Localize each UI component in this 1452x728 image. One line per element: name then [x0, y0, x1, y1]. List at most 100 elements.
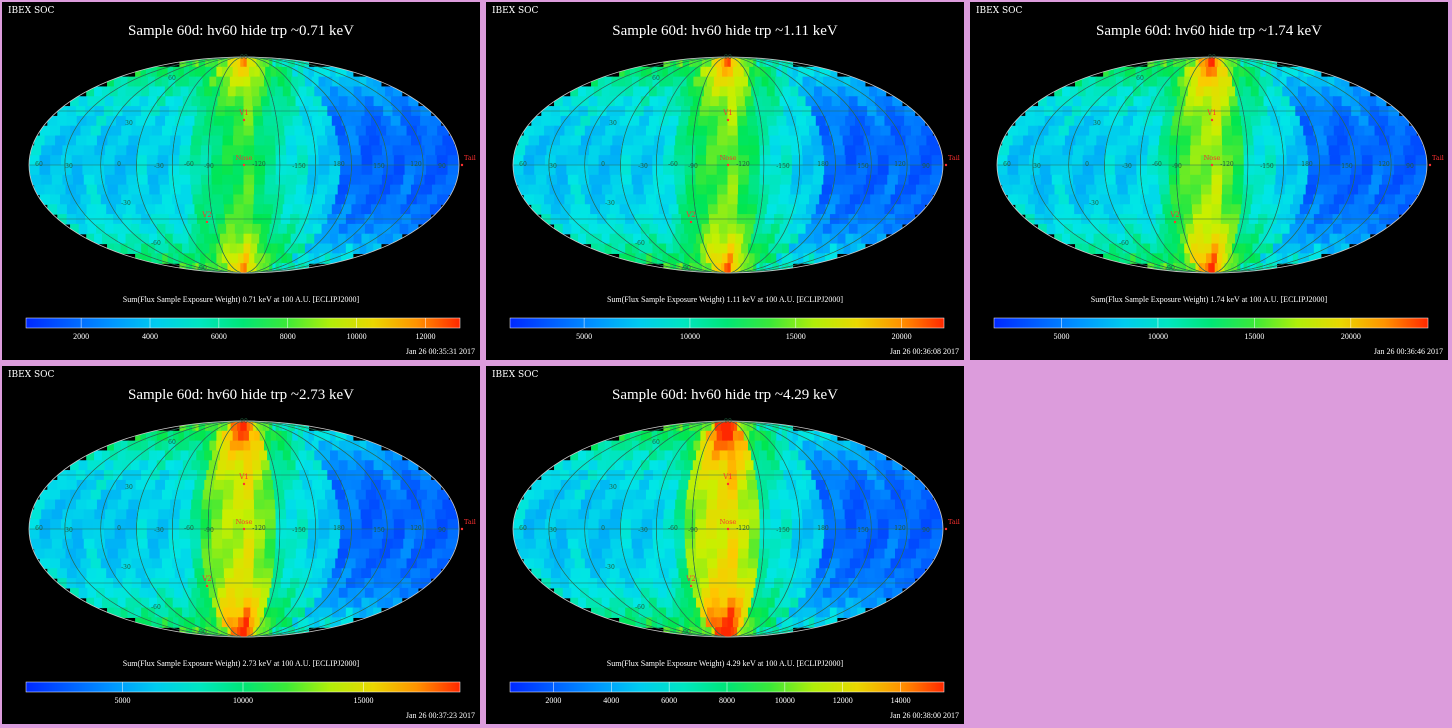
heatmap-cell — [645, 243, 654, 254]
heatmap-cell — [355, 489, 368, 501]
heatmap-cell — [421, 135, 434, 146]
heatmap-cell — [758, 135, 771, 146]
heatmap-cell — [1127, 135, 1140, 146]
heatmap-cell — [265, 263, 271, 273]
heatmap-cell — [645, 558, 658, 569]
heatmap-cell — [390, 223, 402, 235]
heatmap-cell — [703, 450, 714, 461]
heatmap-cell — [217, 421, 223, 432]
heatmap-cell — [115, 174, 128, 186]
latitude-label: 90 — [724, 418, 732, 425]
heatmap-cell — [646, 66, 654, 78]
heatmap-cell — [115, 204, 128, 215]
heatmap-cell — [642, 174, 655, 186]
heatmap-cell — [70, 125, 82, 137]
heatmap-cell — [192, 627, 197, 637]
heatmap-cell — [997, 165, 1009, 176]
heatmap-cell — [762, 57, 768, 68]
heatmap-cell — [926, 499, 939, 510]
heatmap-cell — [756, 263, 762, 273]
heatmap-cell — [214, 568, 226, 579]
heatmap-cell — [238, 66, 245, 78]
heatmap-cell — [837, 86, 847, 97]
heatmap-cell — [161, 76, 170, 88]
heatmap-cell — [676, 558, 689, 569]
heatmap-cell — [839, 489, 852, 501]
heatmap-cell — [1292, 66, 1300, 78]
heatmap-cell — [80, 125, 93, 137]
heatmap-cell — [1225, 243, 1234, 254]
marker-label-tail: Tail — [464, 518, 476, 526]
heatmap-cell — [39, 558, 52, 569]
heatmap-cell — [1305, 86, 1316, 97]
heatmap-cell — [159, 106, 171, 117]
heatmap-cell — [625, 607, 634, 618]
heatmap-cell — [1266, 233, 1276, 245]
heatmap-cell — [1189, 263, 1194, 273]
heatmap-cell — [413, 538, 427, 550]
heatmap-cell — [523, 125, 536, 137]
heatmap-cell — [311, 440, 321, 452]
heatmap-cell — [274, 499, 287, 510]
heatmap-cell — [272, 568, 285, 579]
heatmap-cell — [523, 489, 536, 501]
heatmap-cell — [609, 519, 622, 530]
longitude-label: 90 — [922, 163, 930, 170]
heatmap-cell — [410, 115, 422, 127]
marker-label-v2: V2 — [685, 575, 696, 583]
heatmap-cell — [1117, 233, 1127, 245]
heatmap-cell — [135, 204, 147, 215]
heatmap-cell — [779, 184, 792, 196]
heatmap-cell — [840, 587, 851, 599]
marker-dot — [726, 482, 730, 486]
heatmap-cell — [749, 627, 755, 637]
heatmap-cell — [727, 174, 740, 186]
heatmap-cell — [373, 76, 382, 88]
heatmap-cell — [706, 509, 719, 520]
heatmap-cell — [1115, 243, 1125, 254]
heatmap-cell — [94, 86, 104, 97]
heatmap-cell — [62, 145, 75, 156]
heatmap-cell — [1088, 76, 1098, 88]
heatmap-cell — [411, 578, 422, 589]
heatmap-cell — [1192, 106, 1204, 117]
heatmap-cell — [44, 548, 57, 560]
heatmap-cell — [164, 597, 175, 609]
heatmap-cell — [235, 86, 245, 97]
heatmap-cell — [754, 243, 764, 254]
heatmap-cell — [371, 479, 383, 491]
heatmap-cell — [383, 578, 394, 589]
heatmap-cell — [673, 430, 681, 442]
heatmap-cell — [373, 587, 384, 599]
heatmap-cell — [900, 558, 913, 569]
heatmap-cell — [284, 125, 296, 137]
heatmap-cell — [1242, 86, 1253, 97]
heatmap-cell — [191, 223, 202, 235]
heatmap-cell — [1272, 125, 1285, 137]
heatmap-cell — [606, 587, 617, 599]
heatmap-cell — [1081, 106, 1092, 117]
heatmap-cell — [713, 607, 723, 618]
heatmap-cell — [1220, 223, 1231, 235]
heatmap-cell — [1055, 96, 1066, 107]
heatmap-cell — [656, 450, 667, 461]
heatmap-cell — [243, 115, 255, 127]
heatmap-cell — [243, 194, 256, 205]
heatmap-cell — [630, 519, 644, 530]
heatmap-cell — [113, 106, 124, 117]
heatmap-cell — [286, 165, 299, 176]
heatmap-cell — [257, 440, 266, 452]
heatmap-cell — [883, 460, 894, 471]
heatmap-cell — [612, 548, 625, 560]
heatmap-cell — [103, 578, 115, 589]
heatmap-cell — [844, 174, 857, 186]
heatmap-cell — [154, 243, 164, 254]
heatmap-cell — [224, 106, 236, 117]
heatmap-cell — [1326, 184, 1339, 196]
heatmap-cell — [640, 86, 651, 97]
heatmap-cell — [696, 450, 706, 461]
heatmap-cell — [1243, 174, 1256, 186]
heatmap-cell — [876, 145, 889, 156]
heatmap-cell — [229, 440, 239, 452]
sky-map-svg: 60 30 0 -30 -60 -90 -120 -150 180 150 120 906030-30… — [25, 418, 476, 705]
